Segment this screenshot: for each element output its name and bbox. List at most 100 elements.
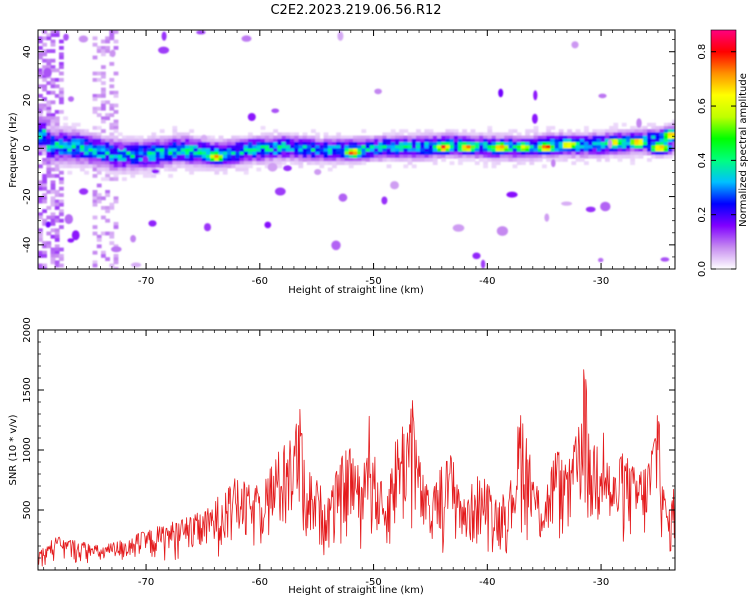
heatmap-cell	[416, 135, 421, 140]
heatmap-cell	[361, 154, 367, 159]
heatmap-cell	[46, 161, 52, 165]
heatmap-cell	[584, 145, 589, 149]
heatmap-blob	[142, 156, 149, 164]
heatmap-cell	[67, 132, 73, 137]
heatmap-cell	[134, 151, 140, 156]
heatmap-cell	[273, 151, 278, 156]
heatmap-cell	[340, 145, 346, 149]
heatmap-cell	[109, 241, 115, 245]
heatmap-cell	[558, 142, 564, 146]
heatmap-cell	[273, 142, 278, 146]
heatmap-cell	[340, 154, 346, 159]
heatmap-cell	[315, 135, 320, 140]
heatmap-cell	[311, 161, 316, 165]
heatmap-cell	[50, 151, 56, 156]
heatmap-cell	[626, 135, 631, 140]
heatmap-cell	[248, 132, 253, 137]
heatmap-cell	[495, 158, 501, 162]
heatmap-cell	[54, 158, 60, 162]
heatmap-cell	[550, 154, 556, 159]
heatmap-cell	[164, 167, 169, 172]
heatmap-cell	[54, 119, 60, 124]
heatmap-cell	[659, 145, 665, 149]
heatmap-cell	[348, 164, 354, 169]
heatmap-cell	[113, 110, 119, 114]
heatmap-cell	[222, 151, 228, 156]
heatmap-cell	[596, 158, 602, 162]
heatmap-cell	[38, 238, 43, 242]
heatmap-cell	[546, 135, 551, 140]
heatmap-cell	[546, 129, 551, 133]
heatmap-cell	[428, 148, 434, 153]
heatmap-cell	[512, 154, 518, 159]
heatmap-cell	[130, 161, 136, 165]
heatmap-cell	[122, 135, 127, 140]
heatmap-cell	[588, 151, 593, 156]
heatmap-cell	[105, 206, 110, 210]
heatmap-cell	[71, 126, 77, 130]
heatmap-cell	[46, 164, 52, 169]
heatmap-cell	[113, 225, 119, 229]
heatmap-cell	[101, 74, 106, 79]
heatmap-cell	[92, 250, 98, 255]
heatmap-cell	[550, 142, 556, 146]
heatmap-cell	[374, 154, 379, 159]
heatmap-cell	[323, 161, 329, 165]
heatmap-cell	[390, 154, 396, 159]
heatmap-cell	[101, 119, 106, 124]
heatmap-cell	[529, 138, 535, 143]
heatmap-cell	[63, 164, 68, 169]
heatmap-cell	[117, 158, 123, 162]
heatmap-cell	[630, 148, 635, 153]
heatmap-cell	[483, 164, 488, 169]
heatmap-cell	[113, 151, 119, 156]
heatmap-cell	[210, 154, 215, 159]
heatmap-cell	[647, 151, 652, 156]
heatmap-cell	[101, 129, 106, 133]
heatmap-cell	[193, 154, 199, 159]
heatmap-cell	[59, 161, 64, 165]
heatmap-cell	[147, 167, 152, 172]
heatmap-cell	[239, 164, 245, 169]
heatmap-cell	[269, 132, 274, 137]
heatmap-cell	[54, 193, 60, 197]
heatmap-cell	[269, 151, 274, 156]
heatmap-cell	[88, 158, 94, 162]
heatmap-cell	[189, 138, 194, 143]
heatmap-cell	[470, 151, 476, 156]
heatmap-cell	[306, 161, 312, 165]
heatmap-cell	[88, 154, 94, 159]
heatmap-cell	[344, 161, 350, 165]
heatmap-cell	[424, 145, 430, 149]
heatmap-cell	[92, 167, 98, 172]
heatmap-cell	[180, 138, 186, 143]
heatmap-cell	[571, 151, 577, 156]
heatmap-cell	[218, 145, 224, 149]
heatmap-cell	[122, 145, 127, 149]
heatmap-cell	[201, 154, 207, 159]
heatmap-cell	[348, 161, 354, 165]
heatmap-cell	[264, 164, 270, 169]
heatmap-cell	[567, 154, 572, 159]
heatmap-cell	[369, 135, 375, 140]
heatmap-cell	[88, 142, 94, 146]
heatmap-cell	[542, 148, 547, 153]
heatmap-cell	[189, 142, 194, 146]
heatmap-cell	[54, 260, 60, 265]
heatmap-blob	[498, 88, 504, 98]
heatmap-cell	[416, 158, 421, 162]
spectrogram-y-tick-label: -40	[22, 237, 33, 253]
heatmap-cell	[617, 129, 623, 133]
heatmap-cell	[126, 138, 131, 143]
heatmap-cell	[222, 164, 228, 169]
heatmap-cell	[243, 167, 249, 172]
heatmap-cell	[596, 135, 602, 140]
heatmap-cell	[449, 145, 455, 149]
heatmap-cell	[75, 145, 81, 149]
heatmap-cell	[420, 151, 425, 156]
heatmap-cell	[42, 241, 47, 245]
heatmap-cell	[46, 244, 52, 249]
heatmap-cell	[344, 135, 350, 140]
heatmap-cell	[407, 132, 413, 137]
heatmap-cell	[563, 148, 568, 153]
